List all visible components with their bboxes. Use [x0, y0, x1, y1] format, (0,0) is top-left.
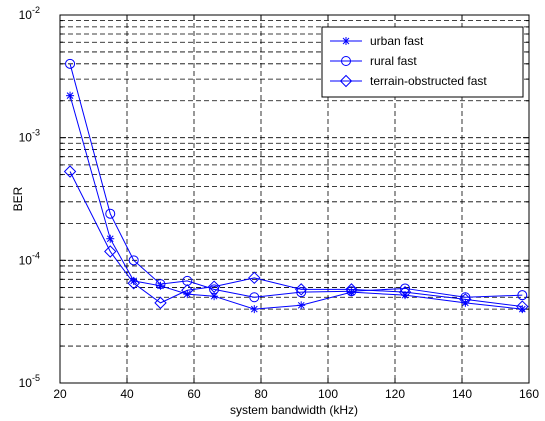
- legend-marker: [341, 56, 351, 66]
- data-point: [105, 208, 116, 219]
- data-point: [516, 300, 529, 313]
- series-group: [63, 58, 529, 314]
- x-tick-label: 60: [187, 387, 201, 401]
- asterisk-stroke: [106, 235, 114, 243]
- asterisk-stroke: [130, 277, 138, 285]
- asterisk-stroke: [401, 291, 409, 299]
- legend-entry: terrain-obstructed fast: [330, 74, 487, 88]
- data-point: [294, 283, 308, 296]
- data-point: [155, 279, 166, 290]
- data-point: [250, 305, 259, 314]
- data-point: [181, 284, 194, 297]
- data-point: [66, 91, 75, 100]
- data-point: [296, 287, 307, 298]
- x-tick-label: 80: [254, 387, 268, 401]
- legend-label: terrain-obstructed fast: [370, 74, 487, 88]
- data-point: [209, 284, 220, 295]
- y-axis-label: BER: [11, 186, 25, 211]
- asterisk-stroke: [461, 299, 469, 307]
- legend-entry: urban fast: [330, 34, 424, 48]
- series-circle: [65, 58, 528, 303]
- data-point: [248, 271, 261, 285]
- data-point: [63, 165, 77, 178]
- data-point: [249, 292, 260, 303]
- data-point: [207, 280, 221, 293]
- series-line: [69, 171, 523, 308]
- data-point: [183, 290, 192, 299]
- data-point: [460, 292, 471, 303]
- asterisk-stroke: [348, 288, 355, 296]
- data-point: [65, 58, 76, 69]
- data-point: [127, 277, 140, 290]
- asterisk-stroke: [518, 305, 526, 313]
- data-point: [400, 283, 411, 294]
- data-point: [345, 283, 358, 296]
- data-point: [297, 301, 306, 310]
- x-tick-label: 140: [452, 387, 472, 401]
- x-axis-label: system bandwidth (kHz): [230, 403, 358, 417]
- legend-marker: [339, 74, 353, 88]
- data-point: [104, 245, 117, 258]
- y-tick-label: 10-2: [19, 5, 40, 22]
- x-tick-label: 100: [318, 387, 338, 401]
- y-tick-label: 10-3: [19, 128, 40, 145]
- data-point: [154, 296, 167, 310]
- grid: [60, 15, 529, 383]
- x-tick-label: 20: [53, 387, 67, 401]
- data-point: [210, 292, 219, 301]
- series-line: [69, 63, 523, 298]
- asterisk-stroke: [342, 37, 350, 45]
- legend-label: rural fast: [370, 54, 417, 68]
- asterisk-stroke: [210, 292, 218, 300]
- plot-frame: [59, 14, 530, 384]
- data-point: [517, 290, 528, 301]
- legend: urban fast rural fast terrain-obstructed f…: [321, 26, 524, 98]
- asterisk-stroke: [66, 92, 74, 100]
- legend-label: urban fast: [370, 34, 424, 48]
- x-tick-label: 120: [385, 387, 405, 401]
- x-tick-label: 40: [120, 387, 134, 401]
- data-point: [459, 293, 472, 306]
- data-point: [106, 234, 115, 243]
- legend-box: [321, 26, 524, 98]
- y-tick-label: 10-4: [19, 250, 40, 267]
- data-point: [346, 286, 357, 297]
- legend-marker: [342, 37, 350, 45]
- legend-entry: rural fast: [330, 54, 417, 68]
- series-diamond: [63, 165, 529, 313]
- asterisk-stroke: [183, 290, 191, 298]
- asterisk-stroke: [297, 301, 305, 309]
- data-point: [398, 285, 412, 299]
- series-line: [69, 95, 523, 310]
- x-tick-label: 160: [519, 387, 539, 401]
- asterisk-stroke: [250, 305, 258, 313]
- data-point: [128, 255, 139, 266]
- y-tick-label: 10-5: [19, 373, 40, 390]
